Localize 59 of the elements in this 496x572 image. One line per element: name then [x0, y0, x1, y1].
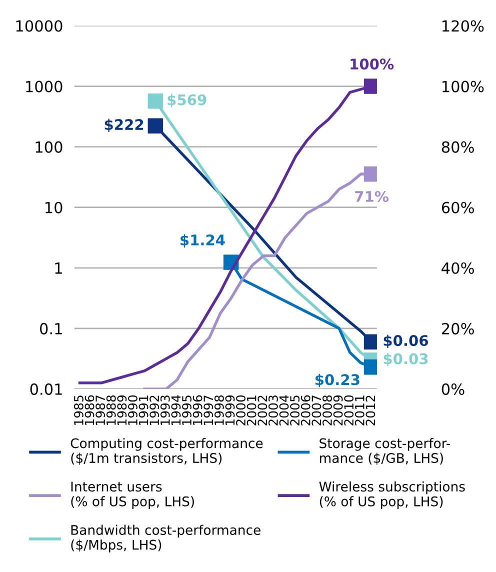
x-tick-label: 1990: [128, 395, 138, 425]
y-tick-label: 10: [46, 202, 62, 214]
x-tick-label: 1997: [204, 396, 214, 425]
x-tick-label: 2000: [236, 395, 246, 426]
legend-label: Computing cost-performance ($/1m transistors, LHS): [70, 438, 263, 465]
y-tick-label: 1: [55, 262, 62, 274]
point: [148, 93, 164, 109]
y2-tick-label: 120%: [442, 20, 484, 32]
x-tick-label: 2003: [268, 396, 278, 426]
x-tick-label: 2007: [312, 396, 322, 426]
x-tick-label: 1991: [138, 396, 148, 425]
y-tick-label: 100: [36, 141, 62, 153]
x-tick-label: 2008: [322, 395, 332, 426]
legend-label: Storage cost-perfor- mance ($/GB, LHS): [320, 438, 450, 465]
x-tick-label: 1989: [117, 395, 127, 425]
legend-label: Wireless subscriptions (% of US pop, LHS): [319, 481, 465, 509]
x-tick-label: 1996: [192, 395, 202, 425]
x-tick-label: 2001: [246, 396, 256, 426]
data-label: 100%: [350, 58, 394, 70]
point: [148, 118, 164, 134]
point: [364, 359, 377, 375]
x-tick-label: 1992: [150, 396, 160, 425]
x-tick-label: 2010: [344, 395, 354, 426]
y-tick-label: 10000: [16, 20, 62, 32]
data-label: $1.24: [180, 234, 225, 248]
data-label: $0.03: [384, 353, 428, 366]
legend-label: Bandwidth cost-performance ($/Mbps, LHS): [71, 524, 260, 552]
x-tick-label: 1985: [74, 396, 84, 425]
x-tick-label: 1995: [182, 396, 192, 425]
data-label: $569: [168, 94, 206, 108]
y2-tick-label: 20%: [442, 322, 474, 334]
x-tick-label: 1998: [214, 395, 224, 425]
x-tick-label: 1994: [171, 395, 181, 425]
x-tick-label: 1987: [96, 396, 106, 425]
data-label: $222: [104, 118, 144, 132]
y2-tick-label: 80%: [442, 141, 474, 153]
legend-label: Internet users (% of US pop, LHS): [71, 482, 194, 509]
x-tick-label: 2004: [279, 395, 289, 426]
y-tick-label: 0.1: [40, 322, 62, 334]
x-tick-label: 2006: [300, 395, 310, 426]
x-tick-label: 1988: [106, 395, 116, 425]
y-tick-label: 1000: [26, 80, 62, 92]
y2-tick-label: 0%: [442, 383, 464, 395]
data-label: $0.06: [384, 334, 428, 348]
y2-tick-label: 60%: [442, 202, 474, 214]
data-label: 71%: [355, 190, 389, 202]
x-tick-label: 2005: [290, 396, 300, 426]
point: [364, 334, 377, 350]
annotation: $0.23: [315, 374, 360, 388]
x-tick-label: 2012: [366, 396, 376, 426]
y2-tick-label: 100%: [442, 80, 484, 92]
x-tick-label: 2009: [333, 395, 343, 426]
y2-tick-label: 40%: [442, 262, 474, 274]
x-tick-label: 1993: [160, 396, 170, 425]
x-tick-label: 1986: [84, 395, 94, 425]
y-tick-label: 0.01: [30, 383, 62, 395]
x-tick-label: 2002: [258, 396, 268, 426]
x-tick-label: 1999: [225, 395, 235, 425]
x-tick-label: 2011: [354, 396, 364, 426]
